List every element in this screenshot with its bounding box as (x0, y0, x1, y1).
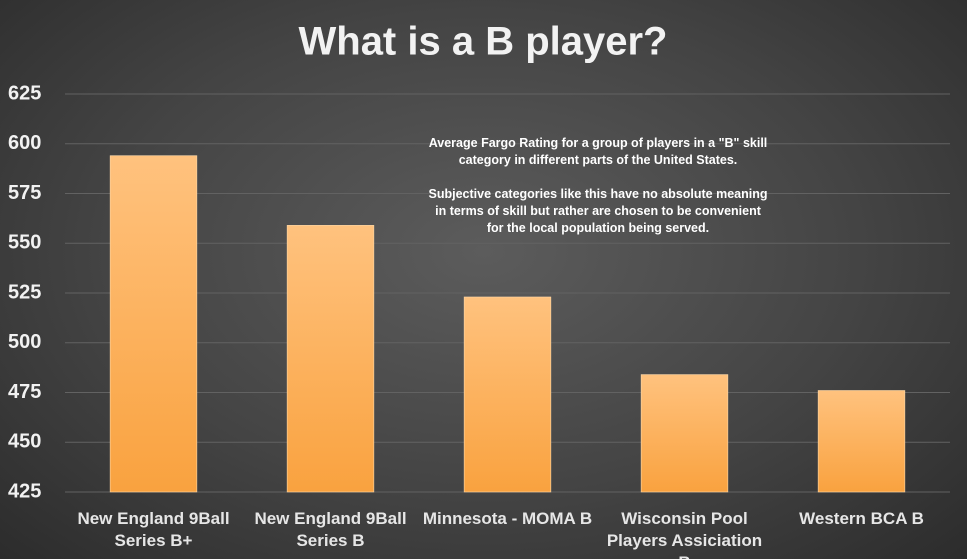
bar (817, 390, 906, 493)
bar (109, 155, 198, 493)
annotation-text: Subjective categories like this have no … (428, 187, 768, 235)
y-tick-label: 550 (8, 232, 41, 254)
bar (640, 374, 729, 493)
x-tick-label: Minnesota - MOMA B (422, 509, 593, 528)
annotation: Average Fargo Rating for a group of play… (428, 135, 768, 254)
y-tick-label: 475 (8, 381, 41, 403)
y-tick-label: 525 (8, 281, 41, 303)
annotation-text: Average Fargo Rating for a group of play… (428, 136, 768, 167)
bar (286, 225, 375, 493)
bar (463, 296, 552, 493)
x-tick-label: New England 9Ball Series B (254, 509, 407, 550)
y-tick-label: 450 (8, 431, 41, 453)
y-tick-label: 500 (8, 331, 41, 353)
x-tick-label: New England 9Ball Series B+ (77, 509, 230, 550)
x-tick-label: Wisconsin Pool Players Assiciation B (606, 509, 763, 559)
y-tick-label: 625 (8, 82, 41, 104)
x-tick-label: Western BCA B (799, 509, 924, 528)
chart-title: What is a B player? (299, 20, 668, 64)
y-tick-label: 575 (8, 182, 41, 204)
y-tick-label: 425 (8, 480, 41, 502)
y-tick-label: 600 (8, 132, 41, 154)
